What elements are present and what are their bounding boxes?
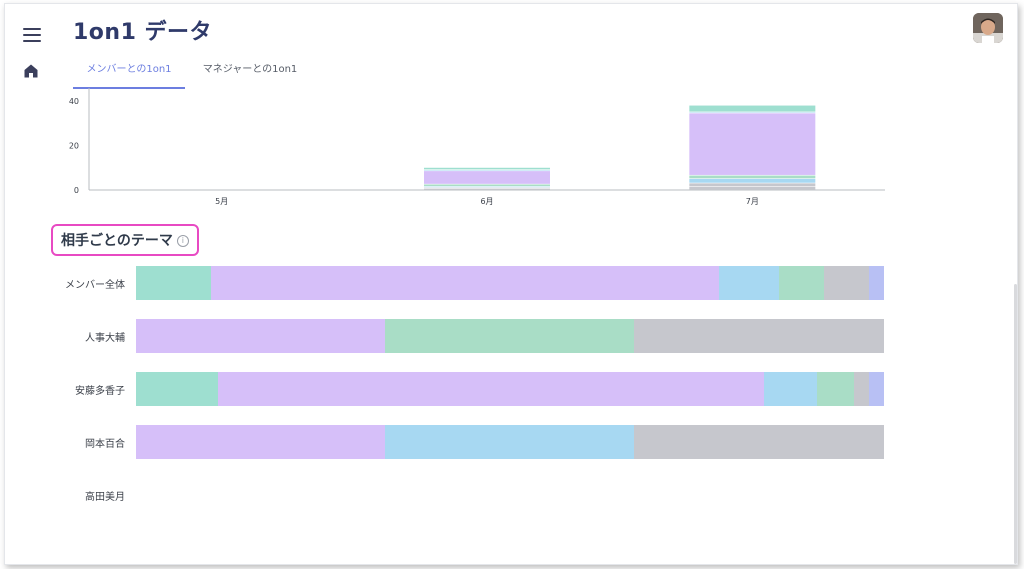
theme-bar-segment[interactable] [385, 319, 635, 353]
bar-segment [689, 186, 816, 190]
bar-segment [424, 187, 550, 189]
tab-manager-1on1[interactable]: マネジャーとの1on1 [202, 64, 298, 75]
theme-row-label: 岡本百合 [85, 439, 125, 450]
home-icon[interactable] [23, 63, 39, 79]
page-title: 1on1 データ [73, 20, 213, 45]
bar-segment [689, 112, 816, 113]
tab-member-1on1[interactable]: メンバーとの1on1 [73, 59, 185, 89]
monthly-chart-svg: 0 20 40 5月 6月 7月 [69, 88, 885, 206]
x-tick-label: 5月 [215, 197, 228, 206]
theme-row-label: メンバー全体 [65, 280, 125, 291]
user-avatar[interactable] [973, 13, 1003, 43]
info-icon[interactable]: i [176, 235, 189, 247]
theme-bar-segment[interactable] [136, 372, 219, 406]
theme-bar-segment[interactable] [218, 372, 765, 406]
theme-row-label: 安藤多香子 [75, 386, 125, 397]
theme-bar [136, 372, 884, 406]
bar-segment [424, 170, 550, 171]
theme-bar-segment[interactable] [136, 319, 386, 353]
bar-segment [424, 167, 550, 170]
y-tick-label: 40 [69, 97, 79, 106]
scrollbar[interactable] [1014, 284, 1017, 564]
theme-bar-segment[interactable] [854, 372, 869, 406]
menu-icon[interactable] [23, 28, 41, 42]
theme-bar-segment[interactable] [385, 425, 635, 459]
bar-segment [424, 188, 550, 190]
theme-row-label: 高田美月 [85, 492, 125, 503]
theme-bar-segment[interactable] [634, 319, 884, 353]
theme-bar-segment[interactable] [816, 372, 855, 406]
theme-bar-segment[interactable] [210, 266, 720, 300]
theme-bar-segment[interactable] [136, 266, 211, 300]
bar-segment [689, 183, 816, 187]
theme-bar [136, 319, 884, 353]
theme-bar-segment[interactable] [136, 425, 386, 459]
monthly-chart: 0 20 40 5月 6月 7月 [45, 88, 905, 218]
bar-segment [424, 186, 550, 188]
bar-segment [424, 184, 550, 187]
theme-bar-segment[interactable] [869, 372, 884, 406]
app-window: 1on1 データ メンバーとの1on1 マネジャーとの1on1 0 20 40 5月 6… [4, 3, 1018, 565]
theme-bar-segment[interactable] [764, 372, 817, 406]
theme-section-title-text: 相手ごとのテーマ [61, 233, 173, 249]
theme-bar-segment[interactable] [869, 266, 884, 300]
theme-bar-segment[interactable] [824, 266, 869, 300]
bar-segment [689, 105, 816, 112]
bar-segment [689, 113, 816, 175]
theme-section-title: 相手ごとのテーマ i [51, 224, 199, 256]
x-tick-label: 6月 [480, 197, 493, 206]
y-tick-label: 20 [69, 142, 79, 151]
bar-segment [689, 175, 816, 179]
theme-bar-segment[interactable] [719, 266, 780, 300]
bar-segment [424, 171, 550, 184]
bar-segment [689, 178, 816, 183]
x-tick-label: 7月 [746, 197, 759, 206]
theme-bar [136, 266, 884, 300]
theme-bar-segment[interactable] [634, 425, 884, 459]
theme-bar [136, 425, 884, 459]
theme-bar-segment[interactable] [779, 266, 825, 300]
y-tick-label: 0 [74, 186, 79, 195]
theme-row-label: 人事大輔 [85, 333, 125, 344]
